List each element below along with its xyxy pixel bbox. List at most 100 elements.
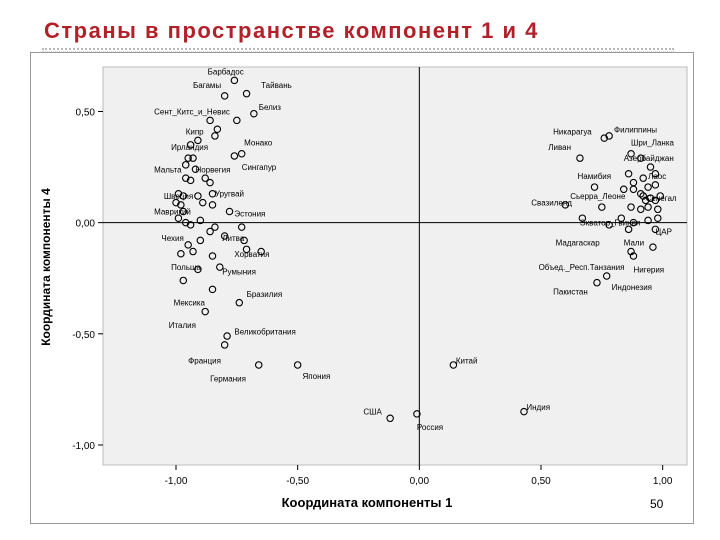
data-point: [213, 125, 222, 134]
data-point: [624, 169, 633, 178]
data-point: [184, 154, 192, 162]
point-label: Бразилия: [247, 290, 283, 299]
data-point: [225, 207, 234, 216]
point-label: Норвегия: [195, 165, 230, 174]
data-point: [186, 221, 195, 229]
data-point: [629, 185, 638, 194]
data-point: [233, 116, 241, 125]
data-point: [206, 227, 214, 236]
point-label: Сьерра_Леоне: [570, 192, 626, 201]
data-point: [191, 165, 200, 174]
point-label: Индия: [526, 403, 550, 412]
data-point: [250, 109, 258, 118]
title-divider-secondary: [42, 51, 674, 52]
data-point: [208, 252, 217, 260]
data-point: [617, 214, 626, 222]
point-label: Китай: [456, 356, 478, 365]
data-point: [602, 272, 611, 280]
y-tick-label: 0,50: [76, 107, 96, 118]
data-point: [196, 216, 205, 225]
point-label: Франция: [188, 356, 221, 365]
point-label: Россия: [417, 423, 443, 432]
data-point: [629, 218, 638, 227]
slide-title: Страны в пространстве компонент 1 и 4: [44, 18, 539, 43]
point-label: Маврикий: [154, 208, 191, 217]
data-point: [206, 116, 214, 125]
page-number: 50: [648, 497, 666, 511]
data-point: [386, 414, 394, 423]
point-label: Кипр: [186, 127, 204, 136]
data-point: [254, 361, 263, 369]
data-point: [590, 183, 599, 191]
point-label: Филиппины: [614, 125, 657, 134]
data-point: [181, 174, 190, 182]
data-point: [186, 176, 195, 185]
data-point: [223, 332, 231, 340]
data-point: [598, 203, 606, 211]
data-point: [196, 236, 205, 245]
data-point: [208, 201, 217, 209]
point-label: Хорватия: [234, 250, 269, 259]
data-point: [637, 154, 645, 162]
point-label: ЦАР: [655, 228, 672, 237]
data-point: [654, 205, 662, 214]
data-point: [240, 236, 248, 245]
data-point: [644, 203, 652, 211]
data-point: [639, 192, 647, 200]
point-label: Уругвай: [215, 190, 244, 199]
data-point: [242, 89, 251, 98]
data-point: [179, 207, 188, 216]
data-point: [179, 276, 188, 285]
point-label: Экватор_Гвинея: [580, 219, 640, 228]
x-tick-label: 0,00: [410, 476, 430, 487]
point-label: Румыния: [222, 268, 256, 277]
data-point: [257, 247, 265, 256]
data-point: [194, 265, 202, 274]
data-point: [172, 198, 180, 207]
data-point: [220, 92, 229, 100]
point-label: Эстония: [234, 210, 265, 219]
data-point: [199, 198, 207, 207]
point-label: Нигерия: [633, 265, 664, 274]
data-point: [639, 174, 647, 182]
data-point: [576, 154, 584, 162]
point-label: Литва: [222, 234, 245, 243]
data-point: [201, 174, 209, 182]
data-point: [189, 247, 197, 256]
data-point: [520, 407, 528, 416]
data-point: [651, 181, 660, 189]
data-point: [174, 214, 183, 222]
point-label: Намибия: [578, 172, 612, 181]
chart-frame: -1,00 -0,50 0,00 0,50 1,00 0,50 0,00 -0,50 -1,00…: [30, 52, 694, 524]
data-point: [629, 252, 638, 260]
data-point: [186, 141, 195, 149]
y-axis-title: Координата компоненты 4: [39, 188, 53, 346]
point-label: Индонезия: [612, 283, 652, 292]
data-point: [605, 132, 613, 140]
plot-area: [102, 66, 688, 466]
data-point: [220, 232, 229, 240]
data-point: [184, 241, 192, 249]
data-point: [646, 194, 655, 202]
data-point: [593, 278, 601, 287]
point-label: Тайвань: [261, 81, 292, 90]
point-label: Германия: [210, 374, 246, 383]
data-point: [177, 201, 185, 209]
data-point: [578, 214, 587, 222]
data-point: [230, 76, 239, 85]
data-point: [211, 132, 219, 140]
y-tick-label: -0,50: [72, 330, 95, 341]
data-point: [646, 163, 655, 171]
data-point: [174, 189, 183, 198]
data-point: [211, 223, 219, 231]
scatter-chart: -1,00 -0,50 0,00 0,50 1,00 0,50 0,00 -0,50 -1,00…: [39, 66, 688, 510]
data-point: [220, 341, 229, 349]
data-point: [237, 223, 246, 231]
data-point: [651, 169, 660, 178]
point-label: Польша: [171, 263, 201, 272]
point-label: Мальта: [154, 165, 182, 174]
point-label: Монако: [244, 139, 273, 148]
data-point: [194, 136, 202, 145]
point-label: Мадагаскар: [556, 239, 601, 248]
point-label: Свазиленд: [531, 199, 572, 208]
